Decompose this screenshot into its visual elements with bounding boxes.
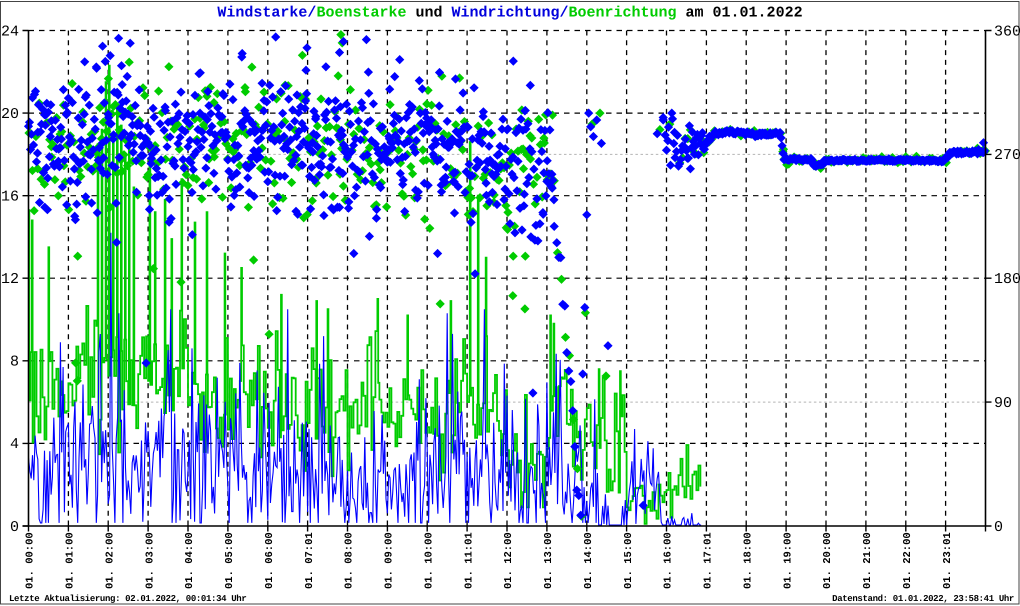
svg-text:01. 16:00: 01. 16:00 bbox=[663, 532, 675, 589]
svg-text:01. 23:01: 01. 23:01 bbox=[942, 532, 954, 589]
svg-text:360: 360 bbox=[994, 23, 1020, 40]
svg-text:180: 180 bbox=[994, 271, 1020, 288]
svg-text:270: 270 bbox=[994, 147, 1020, 164]
svg-text:01. 02:00: 01. 02:00 bbox=[105, 532, 117, 589]
svg-text:12: 12 bbox=[1, 271, 19, 288]
svg-text:01. 14:00: 01. 14:00 bbox=[583, 532, 595, 589]
svg-text:01. 08:00: 01. 08:00 bbox=[344, 532, 356, 589]
svg-text:16: 16 bbox=[1, 189, 19, 206]
svg-text:Datenstand: 01.01.2022, 23:58:: Datenstand: 01.01.2022, 23:58:41 Uhr bbox=[832, 594, 1014, 604]
svg-text:01. 09:00: 01. 09:00 bbox=[384, 532, 396, 589]
svg-text:01. 21:00: 01. 21:00 bbox=[862, 532, 874, 589]
svg-text:01. 03:00: 01. 03:00 bbox=[144, 532, 156, 589]
svg-text:01. 17:01: 01. 17:01 bbox=[703, 532, 715, 589]
svg-text:01. 05:00: 01. 05:00 bbox=[224, 532, 236, 589]
svg-text:0: 0 bbox=[994, 519, 1003, 536]
svg-text:01. 13:00: 01. 13:00 bbox=[543, 532, 555, 589]
svg-text:Windstarke/Boenstarke und Wind: Windstarke/Boenstarke und Windrichtung/B… bbox=[217, 5, 802, 22]
svg-text:01. 22:00: 01. 22:00 bbox=[902, 532, 914, 589]
svg-text:01. 20:00: 01. 20:00 bbox=[822, 532, 834, 589]
svg-text:01. 18:00: 01. 18:00 bbox=[743, 532, 755, 589]
svg-text:01. 01:00: 01. 01:00 bbox=[65, 532, 77, 589]
svg-text:4: 4 bbox=[10, 436, 19, 453]
svg-text:01. 19:00: 01. 19:00 bbox=[782, 532, 794, 589]
svg-text:01. 11:01: 01. 11:01 bbox=[463, 532, 475, 589]
svg-text:8: 8 bbox=[10, 354, 19, 371]
svg-text:01. 04:00: 01. 04:00 bbox=[184, 532, 196, 589]
svg-text:24: 24 bbox=[1, 23, 19, 40]
svg-text:90: 90 bbox=[994, 395, 1012, 412]
svg-text:01. 10:00: 01. 10:00 bbox=[423, 532, 435, 589]
svg-text:01. 12:00: 01. 12:00 bbox=[503, 532, 515, 589]
svg-text:01. 07:01: 01. 07:01 bbox=[304, 532, 316, 589]
svg-text:01. 15:00: 01. 15:00 bbox=[623, 532, 635, 589]
svg-text:Letzte Aktualisierung: 02.01.2: Letzte Aktualisierung: 02.01.2022, 00:01… bbox=[9, 594, 246, 604]
svg-text:01. 00:00: 01. 00:00 bbox=[25, 532, 37, 589]
svg-text:01. 06:00: 01. 06:00 bbox=[264, 532, 276, 589]
svg-text:0: 0 bbox=[10, 519, 19, 536]
svg-text:20: 20 bbox=[1, 106, 19, 123]
